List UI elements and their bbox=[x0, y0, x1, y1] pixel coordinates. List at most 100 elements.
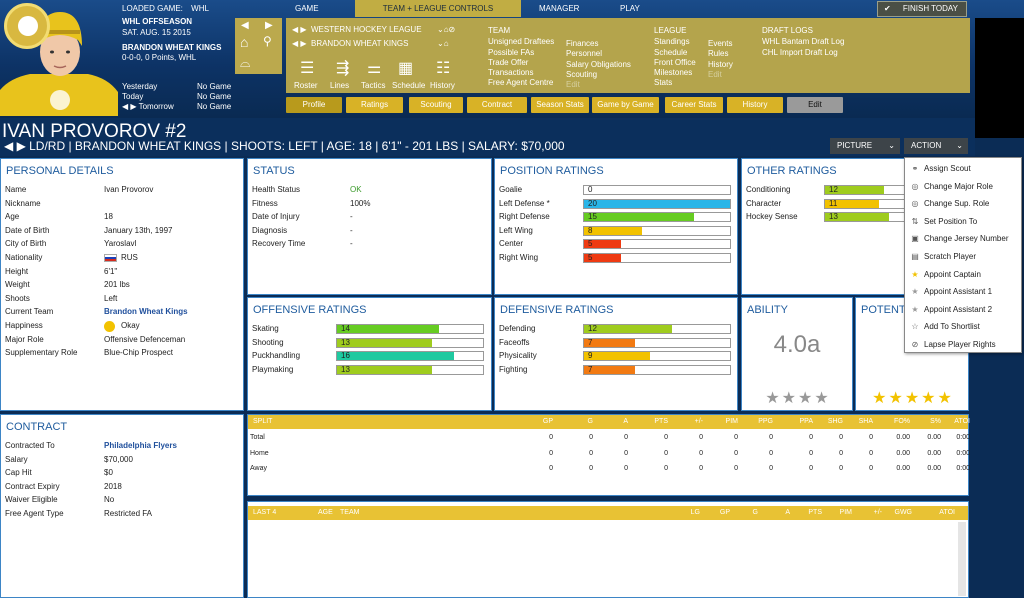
menu-events[interactable]: Events bbox=[708, 39, 733, 48]
col-header-g[interactable]: G bbox=[752, 509, 758, 516]
tactics-icon[interactable]: ⚌ bbox=[367, 60, 382, 77]
menu-finances[interactable]: Finances bbox=[566, 39, 599, 48]
toolbar-history-label[interactable]: History bbox=[430, 81, 455, 90]
roster-icon[interactable]: ☰ bbox=[300, 60, 315, 77]
picture-button[interactable]: PICTURE ⌄ bbox=[830, 138, 900, 154]
menu-rules[interactable]: Rules bbox=[708, 49, 729, 59]
nav-game[interactable]: GAME bbox=[295, 4, 319, 13]
league-shortcut-icons[interactable]: ⌄⌂⊘ bbox=[437, 25, 456, 34]
menu-trade-offer[interactable]: Trade Offer bbox=[488, 57, 529, 67]
menu-transactions[interactable]: Transactions bbox=[488, 68, 534, 78]
col-header-last-4[interactable]: LAST 4 bbox=[253, 509, 277, 516]
team-selector[interactable]: ◀ ▶ BRANDON WHEAT KINGS bbox=[292, 39, 408, 48]
nav-play[interactable]: PLAY bbox=[620, 4, 640, 13]
menu-salary-obligations[interactable]: Salary Obligations bbox=[566, 59, 631, 69]
col-header-split[interactable]: SPLIT bbox=[253, 418, 273, 425]
menu-bantam-draft-log[interactable]: WHL Bantam Draft Log bbox=[762, 37, 845, 47]
col-header-ppa[interactable]: PPA bbox=[799, 418, 814, 425]
col-header-pts[interactable]: PTS bbox=[654, 418, 668, 425]
action-change-sup-role[interactable]: ◎ Change Sup. Role bbox=[905, 195, 1023, 212]
action-change-major-role[interactable]: ◎ Change Major Role bbox=[905, 178, 1023, 195]
schedule-tomorrow[interactable]: ◀ ▶ Tomorrow bbox=[122, 102, 174, 111]
toolbar-roster-label[interactable]: Roster bbox=[294, 81, 318, 90]
col-header-pim[interactable]: PIM bbox=[839, 509, 852, 516]
nav-manager[interactable]: MANAGER bbox=[539, 4, 580, 13]
col-header-gp[interactable]: GP bbox=[719, 509, 730, 516]
col-header-[interactable]: +/- bbox=[694, 418, 703, 425]
menu-unsigned-draftees[interactable]: Unsigned Draftees bbox=[488, 37, 555, 47]
col-header-team[interactable]: TEAM bbox=[340, 509, 360, 516]
menu-personnel[interactable]: Personnel bbox=[566, 49, 603, 59]
action-button[interactable]: ACTION ⌄ bbox=[904, 138, 968, 154]
menu-team-edit[interactable]: Edit bbox=[566, 80, 580, 90]
col-header-gwg[interactable]: GWG bbox=[894, 509, 913, 516]
schedule-icon[interactable]: ▦ bbox=[398, 60, 414, 77]
history-icon[interactable]: ☷ bbox=[436, 60, 451, 77]
back-arrow-icon[interactable]: ◀ bbox=[241, 20, 249, 31]
action-appoint-assistant-2[interactable]: ★ Appoint Assistant 2 bbox=[905, 301, 1023, 318]
col-header-pts[interactable]: PTS bbox=[808, 509, 822, 516]
col-header-fo[interactable]: FO% bbox=[894, 418, 910, 425]
menu-milestones[interactable]: Milestones bbox=[654, 68, 693, 78]
tab-season-stats[interactable]: Season Stats bbox=[531, 97, 589, 113]
forward-arrow-icon[interactable]: ▶ bbox=[265, 20, 273, 31]
col-header-age[interactable]: AGE bbox=[318, 509, 333, 516]
col-header-s[interactable]: S% bbox=[930, 418, 941, 425]
toolbar-schedule-label[interactable]: Schedule bbox=[392, 81, 426, 90]
finish-today-button[interactable]: ✔ FINISH TODAY bbox=[877, 1, 967, 17]
col-header-a[interactable]: A bbox=[623, 418, 628, 425]
menu-standings[interactable]: Standings bbox=[654, 37, 690, 47]
scrollbar[interactable] bbox=[958, 522, 966, 596]
league-selector[interactable]: ◀ ▶ WESTERN HOCKEY LEAGUE bbox=[292, 25, 422, 34]
tab-profile[interactable]: Profile bbox=[286, 97, 342, 113]
menu-schedule[interactable]: Schedule bbox=[654, 47, 688, 57]
menu-free-agent-centre[interactable]: Free Agent Centre bbox=[488, 78, 554, 88]
menu-scouting[interactable]: Scouting bbox=[566, 69, 598, 79]
action-set-position-to[interactable]: ⇅ Set Position To bbox=[905, 213, 1023, 230]
tab-scouting[interactable]: Scouting bbox=[409, 97, 463, 113]
col-header-a[interactable]: A bbox=[785, 509, 790, 516]
nav-team-league-controls[interactable]: TEAM + LEAGUE CONTROLS bbox=[355, 0, 521, 17]
col-header-lg[interactable]: LG bbox=[690, 509, 700, 516]
action-assign-scout[interactable]: ⚭ Assign Scout bbox=[905, 160, 1023, 177]
team-shortcut-icons[interactable]: ⌄⌂ bbox=[437, 39, 449, 48]
col-header-[interactable]: +/- bbox=[873, 509, 882, 516]
col-header-sha[interactable]: SHA bbox=[858, 418, 873, 425]
action-scratch-player[interactable]: ▤ Scratch Player bbox=[905, 248, 1023, 265]
toolbar-lines-label[interactable]: Lines bbox=[330, 81, 350, 90]
action-add-to-shortlist[interactable]: ☆ Add To Shortlist bbox=[905, 318, 1023, 335]
action-change-jersey-number[interactable]: ▣ Change Jersey Number bbox=[905, 230, 1023, 247]
action-appoint-assistant-1[interactable]: ★ Appoint Assistant 1 bbox=[905, 283, 1023, 300]
col-header-g[interactable]: G bbox=[587, 418, 593, 425]
rating-value: 7 bbox=[588, 337, 593, 347]
split-cell: 0.00 bbox=[896, 434, 910, 441]
action-lapse-player-rights[interactable]: ⊘ Lapse Player Rights bbox=[905, 336, 1023, 353]
col-header-atoi[interactable]: ATOI bbox=[939, 509, 955, 516]
action-appoint-captain[interactable]: ★ Appoint Captain bbox=[905, 266, 1023, 283]
tab-ratings[interactable]: Ratings bbox=[346, 97, 403, 113]
col-header-gp[interactable]: GP bbox=[542, 418, 553, 425]
col-header-pim[interactable]: PIM bbox=[725, 418, 738, 425]
inbox-icon[interactable]: ⌓ bbox=[240, 55, 251, 70]
lines-icon[interactable]: ⇶ bbox=[336, 60, 350, 77]
home-icon[interactable]: ⌂ bbox=[240, 34, 249, 50]
player-nav-arrows-icon[interactable]: ◀ ▶ bbox=[4, 139, 30, 153]
menu-stats[interactable]: Stats bbox=[654, 78, 673, 88]
col-header-shg[interactable]: SHG bbox=[827, 418, 843, 425]
menu-league-history[interactable]: History bbox=[708, 59, 733, 69]
contracted-to-link[interactable]: Philadelphia Flyers bbox=[104, 441, 177, 450]
menu-possible-fas[interactable]: Possible FAs bbox=[488, 47, 535, 57]
tab-history[interactable]: History bbox=[727, 97, 783, 113]
tab-career-stats[interactable]: Career Stats bbox=[665, 97, 723, 113]
menu-front-office[interactable]: Front Office bbox=[654, 57, 696, 67]
tab-edit[interactable]: Edit bbox=[787, 97, 843, 113]
col-header-ppg[interactable]: PPG bbox=[758, 418, 773, 425]
tab-game-by-game[interactable]: Game by Game bbox=[592, 97, 659, 113]
menu-league-edit[interactable]: Edit bbox=[708, 69, 722, 79]
toolbar-tactics-label[interactable]: Tactics bbox=[361, 81, 386, 90]
col-header-atoi[interactable]: ATOI bbox=[954, 418, 970, 425]
menu-import-draft-log[interactable]: CHL Import Draft Log bbox=[762, 47, 838, 57]
search-icon[interactable]: ⚲ bbox=[263, 34, 272, 48]
tab-contract[interactable]: Contract bbox=[467, 97, 527, 113]
current-team-link[interactable]: Brandon Wheat Kings bbox=[104, 307, 188, 317]
